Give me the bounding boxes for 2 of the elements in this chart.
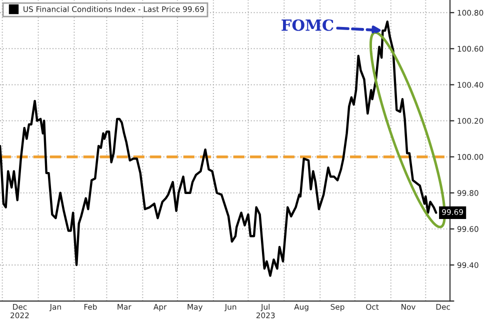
annotation: FOMC (282, 19, 334, 31)
line-series (0, 20, 438, 277)
